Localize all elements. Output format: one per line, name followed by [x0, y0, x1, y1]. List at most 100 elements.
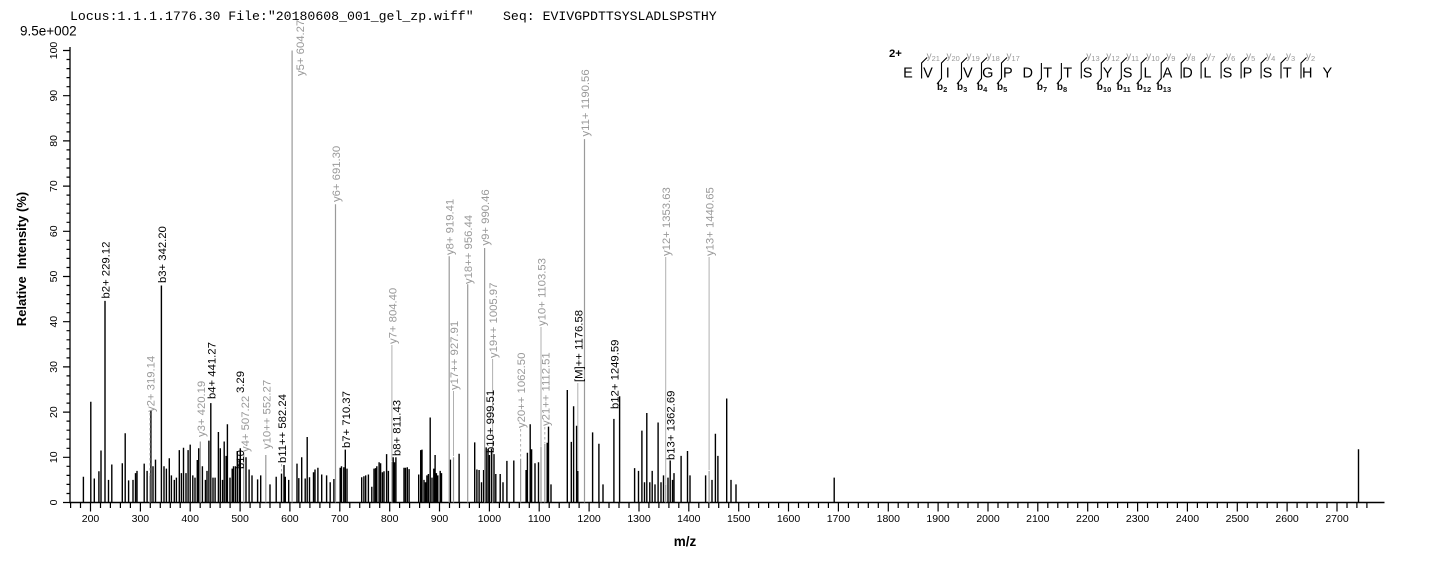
svg-text:y8+ 919.41: y8+ 919.41	[445, 199, 457, 255]
svg-text:y10: y10	[1146, 51, 1159, 63]
svg-text:2+: 2+	[889, 48, 902, 60]
svg-text:2100: 2100	[1026, 513, 1050, 525]
svg-text:G: G	[982, 66, 993, 82]
svg-text:Locus:1.1.1.1776.30 File:"2018: Locus:1.1.1.1776.30 File:"20180608_001_g…	[70, 9, 474, 24]
svg-text:60: 60	[48, 225, 60, 237]
svg-text:y4: y4	[1266, 51, 1275, 63]
svg-text:H: H	[1302, 66, 1312, 82]
svg-text:1200: 1200	[577, 513, 601, 525]
svg-text:b12: b12	[1137, 82, 1151, 94]
svg-text:y18++ 956.44: y18++ 956.44	[463, 215, 475, 284]
svg-text:400: 400	[181, 513, 199, 525]
svg-text:V: V	[923, 66, 933, 82]
svg-text:800: 800	[381, 513, 399, 525]
svg-text:b7: b7	[1037, 82, 1047, 94]
svg-text:b13+ 1362.69: b13+ 1362.69	[666, 391, 678, 460]
svg-text:y21: y21	[927, 51, 940, 63]
svg-text:D: D	[1022, 66, 1032, 82]
svg-text:A: A	[1163, 66, 1173, 82]
svg-text:y19: y19	[967, 51, 980, 63]
svg-text:700: 700	[331, 513, 349, 525]
svg-text:y21++ 1112.51: y21++ 1112.51	[540, 352, 552, 426]
svg-text:y4+ 507.22: y4+ 507.22	[240, 396, 252, 452]
svg-text:b3: b3	[957, 82, 967, 94]
svg-text:L: L	[1143, 66, 1151, 82]
svg-text:b3+ 342.20: b3+ 342.20	[157, 226, 169, 283]
svg-text:20: 20	[48, 406, 60, 418]
svg-text:L: L	[1203, 66, 1211, 82]
svg-text:y3: y3	[1286, 51, 1295, 63]
svg-text:b13: b13	[1157, 82, 1171, 94]
svg-text:b4+ 441.27: b4+ 441.27	[206, 342, 218, 399]
svg-text:70: 70	[48, 180, 60, 192]
svg-text:500: 500	[231, 513, 249, 525]
svg-text:30: 30	[48, 361, 60, 373]
svg-text:S: S	[1083, 66, 1093, 82]
svg-text:y20++ 1062.50: y20++ 1062.50	[516, 353, 528, 428]
svg-text:1500: 1500	[727, 513, 751, 525]
svg-text:1300: 1300	[627, 513, 651, 525]
svg-text:2300: 2300	[1126, 513, 1150, 525]
svg-text:3.29: 3.29	[235, 371, 247, 393]
svg-text:200: 200	[82, 513, 100, 525]
svg-text:2000: 2000	[976, 513, 1000, 525]
svg-text:Seq: EVIVGPDTTSYSLADLSPSTHY: Seq: EVIVGPDTTSYSLADLSPSTHY	[503, 9, 717, 24]
svg-text:b8: b8	[1057, 82, 1067, 94]
svg-text:y19++ 1005.97: y19++ 1005.97	[488, 283, 500, 358]
svg-text:S: S	[1223, 66, 1233, 82]
svg-text:0: 0	[48, 499, 60, 505]
svg-text:1100: 1100	[528, 513, 551, 525]
svg-text:y20: y20	[947, 51, 960, 63]
svg-text:y17: y17	[1007, 51, 1020, 63]
svg-text:T: T	[1063, 66, 1072, 82]
svg-text:y17++ 927.91: y17++ 927.91	[449, 321, 461, 390]
svg-text:y10+ 1103.53: y10+ 1103.53	[537, 258, 549, 326]
svg-text:I: I	[946, 66, 950, 82]
svg-text:9.5e+002: 9.5e+002	[20, 24, 77, 39]
svg-text:y9: y9	[1166, 51, 1175, 63]
svg-text:100: 100	[48, 42, 60, 60]
svg-text:b11++ 582.24: b11++ 582.24	[277, 394, 289, 463]
svg-text:b2+ 229.12: b2+ 229.12	[101, 242, 113, 299]
svg-text:300: 300	[132, 513, 150, 525]
svg-text:y3+ 420.19: y3+ 420.19	[196, 381, 208, 437]
svg-text:2600: 2600	[1275, 513, 1299, 525]
svg-text:m/z: m/z	[674, 534, 697, 549]
svg-text:1800: 1800	[877, 513, 901, 525]
svg-text:P: P	[1003, 66, 1013, 82]
svg-text:y6+ 691.30: y6+ 691.30	[331, 146, 343, 202]
svg-text:b5: b5	[997, 82, 1007, 94]
svg-text:y2: y2	[1306, 51, 1315, 63]
svg-text:y9+ 990.46: y9+ 990.46	[480, 189, 492, 245]
svg-text:90: 90	[48, 90, 60, 102]
svg-text:b10+ 999.51: b10+ 999.51	[485, 390, 497, 453]
svg-text:y12: y12	[1106, 51, 1119, 63]
svg-text:y2+ 319.14: y2+ 319.14	[145, 356, 157, 412]
svg-text:y5+ 604.27: y5+ 604.27	[295, 20, 307, 76]
svg-text:[M]++ 1176.58: [M]++ 1176.58	[573, 310, 585, 382]
svg-text:2200: 2200	[1076, 513, 1100, 525]
svg-text:Y: Y	[1322, 66, 1332, 82]
svg-text:600: 600	[281, 513, 299, 525]
svg-text:P: P	[1243, 66, 1253, 82]
svg-text:2400: 2400	[1176, 513, 1200, 525]
svg-text:y6: y6	[1226, 51, 1235, 63]
svg-text:b7+ 710.37: b7+ 710.37	[341, 391, 353, 448]
svg-text:y10++ 552.27: y10++ 552.27	[261, 380, 273, 449]
svg-text:b8+ 811.43: b8+ 811.43	[391, 400, 403, 456]
svg-text:b10: b10	[235, 450, 247, 469]
svg-text:y5: y5	[1246, 51, 1255, 63]
svg-text:900: 900	[431, 513, 449, 525]
svg-text:b11: b11	[1117, 82, 1131, 94]
svg-text:y11+ 1190.56: y11+ 1190.56	[580, 69, 592, 136]
svg-text:T: T	[1283, 66, 1292, 82]
svg-text:E: E	[903, 66, 913, 82]
svg-text:S: S	[1263, 66, 1273, 82]
svg-text:b4: b4	[977, 82, 988, 94]
svg-text:y12+ 1353.63: y12+ 1353.63	[661, 187, 673, 256]
svg-text:b10: b10	[1097, 82, 1111, 94]
svg-text:2700: 2700	[1325, 513, 1349, 525]
svg-text:T: T	[1043, 66, 1052, 82]
svg-text:b12+ 1249.59: b12+ 1249.59	[609, 340, 621, 409]
svg-text:D: D	[1182, 66, 1192, 82]
